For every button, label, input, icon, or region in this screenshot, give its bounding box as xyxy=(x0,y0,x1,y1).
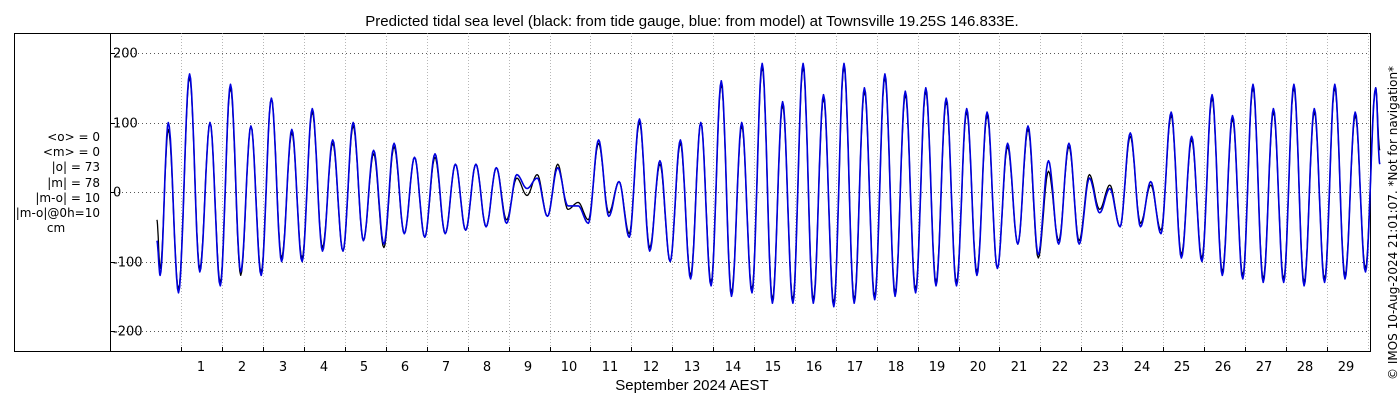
chart-axes xyxy=(14,33,1371,352)
stat-abs-observed: |o| = 73 xyxy=(51,160,100,175)
x-tick-label: 27 xyxy=(1256,360,1273,375)
y-tick-label: 100 xyxy=(113,117,138,132)
stat-mean-model: <m> = 0 xyxy=(42,145,100,160)
x-tick-label: 14 xyxy=(725,360,742,375)
y-tick-label: -200 xyxy=(113,325,143,340)
x-tick-label: 20 xyxy=(970,360,987,375)
chart-grid xyxy=(110,33,1370,351)
stat-abs-model: |m| = 78 xyxy=(47,175,100,190)
copyright-note: © IMOS 10-Aug-2024 21:01:07. *Not for na… xyxy=(1386,65,1400,380)
x-tick-label: 16 xyxy=(806,360,823,375)
x-tick-label: 9 xyxy=(524,360,532,375)
x-tick-label: 6 xyxy=(401,360,409,375)
x-tick-label: 15 xyxy=(765,360,782,375)
series-line-blue xyxy=(156,62,1381,308)
x-tick-label: 23 xyxy=(1093,360,1110,375)
x-tick-label: 8 xyxy=(483,360,491,375)
x-tick-label: 24 xyxy=(1134,360,1151,375)
x-tick-label: 22 xyxy=(1052,360,1069,375)
x-tick-label: 29 xyxy=(1338,360,1355,375)
x-tick-label: 13 xyxy=(684,360,701,375)
stat-mean-observed: <o> = 0 xyxy=(47,130,100,144)
y-tick-label: -100 xyxy=(113,256,143,271)
chart-series xyxy=(156,62,1381,308)
x-tick-label: 12 xyxy=(643,360,660,375)
y-tick-label: 200 xyxy=(113,47,138,62)
x-tick-label: 25 xyxy=(1174,360,1191,375)
x-tick-label: 26 xyxy=(1215,360,1232,375)
plot-frame xyxy=(14,33,1371,352)
x-tick-label: 5 xyxy=(360,360,368,375)
x-axis-label: September 2024 AEST xyxy=(615,377,768,394)
x-tick-label: 10 xyxy=(561,360,578,375)
y-tick-label: 0 xyxy=(113,186,121,201)
x-tick-label: 28 xyxy=(1297,360,1314,375)
x-tick-label: 4 xyxy=(320,360,328,375)
stats-panel: <o> = 0 <m> = 0 |o| = 73 |m| = 78 |m-o| … xyxy=(6,130,106,236)
stat-abs-diff: |m-o| = 10 xyxy=(35,190,100,205)
stat-abs-diff-0h: |m-o|@0h=10 xyxy=(15,206,100,221)
x-tick-label: 2 xyxy=(238,360,246,375)
x-tick-label: 11 xyxy=(602,360,619,375)
x-tick-label: 1 xyxy=(197,360,205,375)
x-tick-label: 18 xyxy=(888,360,905,375)
stat-unit: cm xyxy=(46,221,66,236)
x-tick-label: 3 xyxy=(279,360,287,375)
x-tick-label: 7 xyxy=(442,360,450,375)
x-tick-label: 17 xyxy=(847,360,864,375)
x-tick-label: 19 xyxy=(929,360,946,375)
x-tick-label: 21 xyxy=(1011,360,1028,375)
chart-title: Predicted tidal sea level (black: from t… xyxy=(365,13,1018,30)
